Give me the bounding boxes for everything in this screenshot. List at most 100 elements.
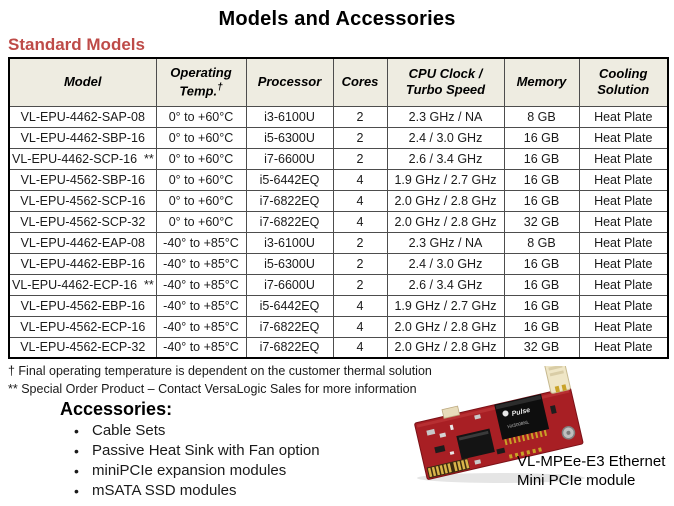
cooling-cell: Heat Plate (578, 231, 669, 254)
list-item: Passive Heat Sink with Fan option (74, 441, 320, 461)
pcie-board: Pulse HX5008NL (414, 366, 584, 480)
clock-cell: 2.4 / 3.0 GHz (386, 252, 505, 275)
models-table: Model Operating Temp.† Processor Cores C… (8, 57, 669, 359)
small-components (426, 405, 557, 465)
processor-cell: i7-6600U (245, 273, 334, 296)
module-caption-line1: VL-MPEe-E3 Ethernet (517, 453, 666, 470)
cores-cell: 2 (332, 231, 388, 254)
table-row: VL-EPU-4562-ECP-16 -40° to +85°C i7-6822… (8, 315, 669, 338)
temp-cell: -40° to +85°C (155, 294, 247, 317)
processor-cell: i7-6600U (245, 147, 334, 170)
module-caption-line2: Mini PCIe module (517, 472, 636, 489)
table-row: VL-EPU-4462-ECP-16 ** -40° to +85°C i7-6… (8, 273, 669, 296)
col-header-operating-temp: Operating Temp.† (155, 57, 247, 107)
col-header-processor: Processor (245, 57, 334, 107)
memory-cell: 16 GB (503, 294, 580, 317)
cooling-cell: Heat Plate (578, 189, 669, 212)
accessories-list: Cable Sets Passive Heat Sink with Fan op… (74, 421, 320, 501)
cores-cell: 2 (332, 273, 388, 296)
model-cell: VL-EPU-4562-ECP-32 (8, 336, 157, 359)
model-cell: VL-EPU-4462-SAP-08 (8, 105, 157, 128)
section-label-standard-models: Standard Models (8, 35, 145, 54)
header-connector (441, 405, 461, 419)
memory-cell: 8 GB (503, 231, 580, 254)
temp-cell: -40° to +85°C (155, 252, 247, 275)
processor-cell: i5-6442EQ (245, 294, 334, 317)
dagger-symbol: † (217, 81, 223, 93)
cooling-cell: Heat Plate (578, 168, 669, 191)
clock-cell: 2.0 GHz / 2.8 GHz (386, 315, 505, 338)
processor-cell: i5-6442EQ (245, 168, 334, 191)
memory-cell: 16 GB (503, 252, 580, 275)
processor-cell: i7-6822EQ (245, 315, 334, 338)
list-item: mSATA SSD modules (74, 481, 320, 501)
table-row: VL-EPU-4562-ECP-32 -40° to +85°C i7-6822… (8, 336, 669, 359)
model-cell: VL-EPU-4562-SBP-16 (8, 168, 157, 191)
col-header-memory: Memory (503, 57, 580, 107)
table-row: VL-EPU-4562-EBP-16 -40° to +85°C i5-6442… (8, 294, 669, 317)
memory-cell: 32 GB (503, 336, 580, 359)
table-row: VL-EPU-4562-SCP-32 0° to +60°C i7-6822EQ… (8, 210, 669, 233)
model-cell: VL-EPU-4562-SCP-16 (8, 189, 157, 212)
table-header-row: Model Operating Temp.† Processor Cores C… (8, 57, 669, 107)
list-item: miniPCIe expansion modules (74, 461, 320, 481)
col-header-model: Model (8, 57, 157, 107)
temp-cell: 0° to +60°C (155, 105, 247, 128)
model-cell: VL-EPU-4562-SCP-32 (8, 210, 157, 233)
clock-cell: 2.3 GHz / NA (386, 231, 505, 254)
svg-text:HX5008NL: HX5008NL (507, 419, 530, 429)
model-cell: VL-EPU-4462-EAP-08 (8, 231, 157, 254)
processor-cell: i3-6100U (245, 231, 334, 254)
cooling-cell: Heat Plate (578, 210, 669, 233)
temp-cell: -40° to +85°C (155, 315, 247, 338)
memory-cell: 16 GB (503, 126, 580, 149)
memory-cell: 32 GB (503, 210, 580, 233)
temp-cell: -40° to +85°C (155, 231, 247, 254)
clock-cell: 2.6 / 3.4 GHz (386, 273, 505, 296)
temp-cell: -40° to +85°C (155, 336, 247, 359)
table-row: VL-EPU-4462-SAP-08 0° to +60°C i3-6100U … (8, 105, 669, 128)
cores-cell: 2 (332, 105, 388, 128)
clock-cell: 2.6 / 3.4 GHz (386, 147, 505, 170)
model-cell: VL-EPU-4462-EBP-16 (8, 252, 157, 275)
temp-cell: 0° to +60°C (155, 147, 247, 170)
board-shadow (417, 473, 585, 483)
temp-cell: 0° to +60°C (155, 126, 247, 149)
clock-cell: 2.4 / 3.0 GHz (386, 126, 505, 149)
clock-cell: 1.9 GHz / 2.7 GHz (386, 168, 505, 191)
processor-cell: i7-6822EQ (245, 210, 334, 233)
cores-cell: 4 (332, 189, 388, 212)
cooling-cell: Heat Plate (578, 336, 669, 359)
temp-cell: 0° to +60°C (155, 210, 247, 233)
cooling-cell: Heat Plate (578, 147, 669, 170)
model-cell: VL-EPU-4562-EBP-16 (8, 294, 157, 317)
cooling-cell: Heat Plate (578, 294, 669, 317)
footnote-dagger: † Final operating temperature is depende… (8, 364, 432, 378)
cooling-cell: Heat Plate (578, 315, 669, 338)
table-row: VL-EPU-4462-EBP-16 -40° to +85°C i5-6300… (8, 252, 669, 275)
cooling-cell: Heat Plate (578, 273, 669, 296)
cooling-cell: Heat Plate (578, 126, 669, 149)
processor-cell: i5-6300U (245, 126, 334, 149)
memory-cell: 16 GB (503, 273, 580, 296)
memory-cell: 16 GB (503, 189, 580, 212)
processor-cell: i3-6100U (245, 105, 334, 128)
table-row: VL-EPU-4462-SCP-16 ** 0° to +60°C i7-660… (8, 147, 669, 170)
processor-cell: i7-6822EQ (245, 189, 334, 212)
svg-text:Pulse: Pulse (511, 407, 531, 418)
table-row: VL-EPU-4462-EAP-08 -40° to +85°C i3-6100… (8, 231, 669, 254)
cores-cell: 2 (332, 147, 388, 170)
cooling-cell: Heat Plate (578, 252, 669, 275)
processor-cell: i5-6300U (245, 252, 334, 275)
col-header-cores: Cores (332, 57, 388, 107)
mini-pcie-module-photo: Pulse HX5008NL (414, 366, 585, 483)
table-row: VL-EPU-4462-SBP-16 0° to +60°C i5-6300U … (8, 126, 669, 149)
clock-cell: 2.0 GHz / 2.8 GHz (386, 336, 505, 359)
temp-cell: 0° to +60°C (155, 168, 247, 191)
clock-cell: 1.9 GHz / 2.7 GHz (386, 294, 505, 317)
cores-cell: 4 (332, 336, 388, 359)
accessories-heading: Accessories: (60, 399, 173, 419)
model-cell: VL-EPU-4462-ECP-16 ** (8, 273, 157, 296)
col-header-cpu-clock: CPU Clock / Turbo Speed (386, 57, 505, 107)
cooling-cell: Heat Plate (578, 105, 669, 128)
